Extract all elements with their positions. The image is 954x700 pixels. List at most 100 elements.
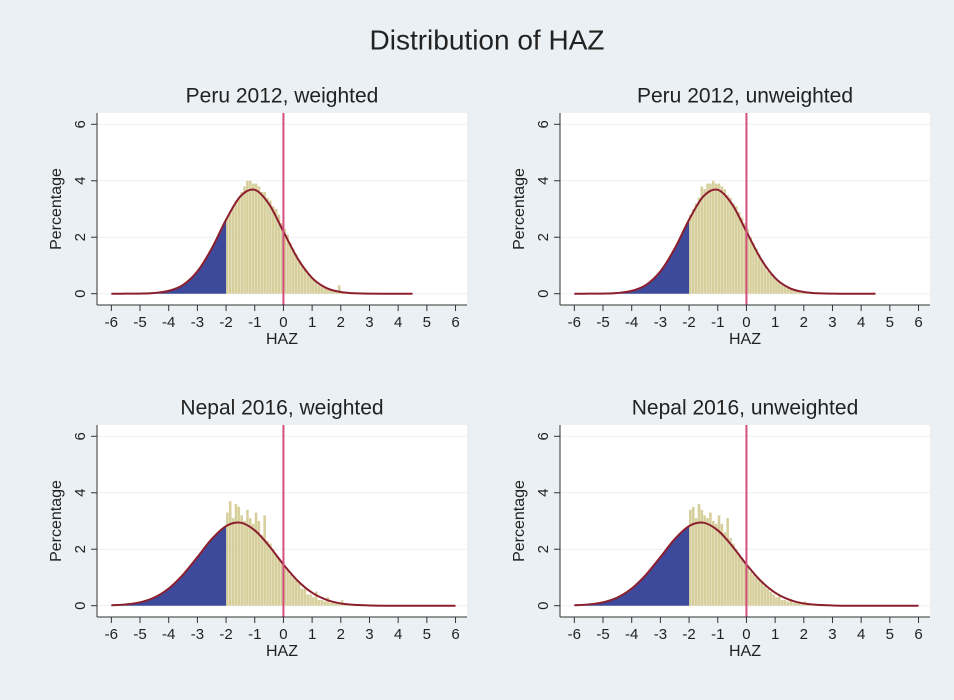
x-tick-label: -5 xyxy=(596,626,609,643)
histogram-bar xyxy=(780,285,784,294)
y-axis-label: Percentage xyxy=(48,480,65,562)
x-tick-label: -5 xyxy=(133,626,146,643)
x-tick-label: -3 xyxy=(191,626,204,643)
x-tick-label: 3 xyxy=(828,314,836,331)
panel: Peru 2012, weighted 0 2 4 6 -6 -5 -4 -3 -2 -1 0 1 2 3 4… xyxy=(48,85,467,348)
histogram-bar xyxy=(755,577,758,606)
y-tick-label: 2 xyxy=(72,233,89,241)
histogram-bar xyxy=(798,603,801,606)
x-tick-label: -3 xyxy=(654,626,667,643)
histogram-bar xyxy=(752,242,755,294)
histogram-bar xyxy=(226,217,229,294)
y-tick-label: 2 xyxy=(535,233,552,241)
histogram-bar xyxy=(712,521,715,606)
x-tick-label: 6 xyxy=(914,626,922,643)
histogram-bar xyxy=(786,601,790,606)
histogram-bar xyxy=(726,518,729,606)
histogram-bar xyxy=(335,603,338,606)
histogram-bar xyxy=(800,292,804,294)
figure-title: Distribution of HAZ xyxy=(370,24,605,55)
histogram-bar xyxy=(717,183,721,294)
histogram-bar xyxy=(769,591,772,606)
histogram-bar xyxy=(757,254,761,294)
x-tick-label: -1 xyxy=(711,626,724,643)
histogram-bar xyxy=(269,543,272,606)
x-tick-label: 5 xyxy=(886,314,894,331)
histogram-bar xyxy=(228,501,232,606)
y-tick-label: 4 xyxy=(72,489,89,497)
histogram-bar xyxy=(240,192,243,294)
y-tick-label: 4 xyxy=(535,489,552,497)
x-tick-label: 6 xyxy=(451,314,459,331)
histogram-bar xyxy=(243,521,246,606)
histogram-bar xyxy=(266,197,269,294)
x-tick-label: 4 xyxy=(857,314,865,331)
histogram-bar xyxy=(772,594,775,606)
histogram-bar xyxy=(772,276,775,294)
histogram-bar xyxy=(249,518,252,606)
histogram-bar xyxy=(314,282,318,294)
histogram-bar xyxy=(697,197,701,294)
histogram-bar xyxy=(283,566,287,606)
histogram-bar xyxy=(737,554,741,606)
x-tick-label: -6 xyxy=(105,626,118,643)
x-axis-label: HAZ xyxy=(729,643,761,660)
histogram-bar xyxy=(689,509,692,606)
y-tick-label: 0 xyxy=(72,290,89,298)
histogram-bar xyxy=(251,523,255,606)
x-tick-label: 0 xyxy=(279,314,287,331)
histogram-bar xyxy=(260,192,264,294)
x-axis-label: HAZ xyxy=(729,331,761,348)
histogram-bar xyxy=(246,180,249,294)
x-tick-label: -5 xyxy=(133,314,146,331)
histogram-bar xyxy=(312,597,315,606)
x-tick-label: -1 xyxy=(248,314,261,331)
y-tick-label: 6 xyxy=(72,432,89,440)
histogram-bar xyxy=(752,574,755,606)
histogram-bar xyxy=(240,515,243,606)
histogram-bar xyxy=(763,265,767,294)
histogram-bar xyxy=(766,588,770,606)
x-tick-label: 0 xyxy=(279,626,287,643)
x-tick-label: -4 xyxy=(625,314,638,331)
histogram-bar xyxy=(271,206,275,294)
histogram-bar xyxy=(706,518,709,606)
panel: Peru 2012, unweighted 0 2 4 6 -6 -5 -4 -3 -2 -1 0 1 2… xyxy=(511,85,930,348)
histogram-bar xyxy=(326,597,330,606)
x-tick-label: 0 xyxy=(742,626,750,643)
histogram-bar xyxy=(297,259,301,294)
histogram-bar xyxy=(755,248,758,294)
x-tick-label: -1 xyxy=(248,626,261,643)
histogram-bar xyxy=(323,601,327,606)
histogram-bar xyxy=(280,223,284,294)
x-tick-label: -6 xyxy=(568,314,581,331)
shaded-area xyxy=(111,526,227,606)
histogram-bar xyxy=(286,234,289,294)
histogram-bar xyxy=(740,217,744,294)
x-tick-label: -4 xyxy=(625,626,638,643)
panel-title: Nepal 2016, weighted xyxy=(180,397,383,420)
x-axis-label: HAZ xyxy=(266,643,298,660)
histogram-bar xyxy=(714,523,718,606)
histogram-bar xyxy=(283,228,287,294)
x-tick-label: -3 xyxy=(191,314,204,331)
normal-curve xyxy=(574,188,876,295)
histogram-bar xyxy=(714,183,718,294)
histogram-bar xyxy=(289,242,292,294)
histogram-bar xyxy=(303,588,307,606)
histogram-bar xyxy=(783,286,787,294)
histogram-bar xyxy=(734,549,738,606)
histogram-bar xyxy=(237,197,241,294)
histogram-bar xyxy=(249,180,252,294)
histogram-bar xyxy=(312,279,315,294)
histogram-bar xyxy=(792,290,795,294)
histogram-bar xyxy=(697,504,701,606)
histogram-bar xyxy=(231,518,235,606)
histogram-bar xyxy=(789,598,793,606)
histogram-bar xyxy=(234,200,238,294)
x-tick-label: 4 xyxy=(394,314,402,331)
histogram-bar xyxy=(775,279,778,294)
x-tick-label: -4 xyxy=(162,626,175,643)
histogram-bar xyxy=(789,289,793,294)
